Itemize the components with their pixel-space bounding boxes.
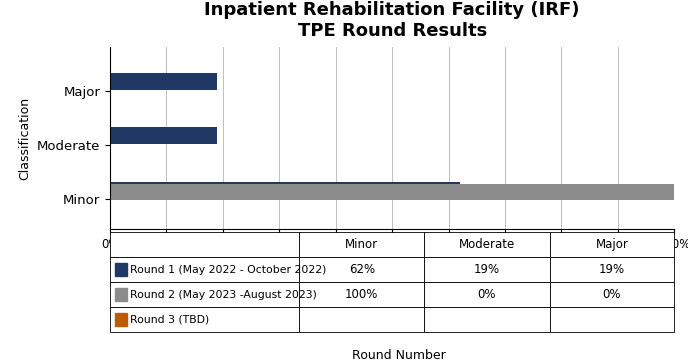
Bar bbox=[299, 232, 424, 257]
Bar bbox=[550, 257, 674, 282]
Text: Minor: Minor bbox=[345, 238, 378, 251]
Text: 0%: 0% bbox=[477, 288, 496, 301]
Bar bbox=[550, 282, 674, 307]
Bar bbox=[299, 257, 424, 282]
Bar bbox=[110, 257, 299, 282]
Text: 0%: 0% bbox=[603, 288, 621, 301]
Bar bbox=[550, 307, 674, 332]
Bar bbox=[299, 307, 424, 332]
Bar bbox=[110, 307, 299, 332]
Text: 19%: 19% bbox=[599, 263, 625, 276]
Bar bbox=[424, 232, 550, 257]
Text: Round 3 (TBD): Round 3 (TBD) bbox=[131, 314, 210, 324]
Bar bbox=[550, 232, 674, 257]
Bar bbox=[424, 307, 550, 332]
Text: Round 1 (May 2022 - October 2022): Round 1 (May 2022 - October 2022) bbox=[131, 265, 327, 274]
Bar bbox=[110, 232, 299, 257]
Text: Moderate: Moderate bbox=[459, 238, 515, 251]
Text: 100%: 100% bbox=[345, 288, 378, 301]
Bar bbox=[110, 127, 217, 144]
Title: Inpatient Rehabilitation Facility (IRF)
TPE Round Results: Inpatient Rehabilitation Facility (IRF) … bbox=[204, 1, 580, 40]
Text: 62%: 62% bbox=[349, 263, 375, 276]
Bar bbox=[110, 73, 217, 90]
Bar bbox=[115, 313, 127, 326]
Bar bbox=[115, 288, 127, 301]
Bar bbox=[110, 184, 674, 200]
Bar bbox=[424, 257, 550, 282]
Text: 19%: 19% bbox=[474, 263, 500, 276]
Y-axis label: Classification: Classification bbox=[19, 96, 32, 179]
Text: Major: Major bbox=[595, 238, 628, 251]
Bar bbox=[115, 263, 127, 276]
Bar bbox=[110, 282, 299, 307]
Bar bbox=[424, 282, 550, 307]
Text: Round 2 (May 2023 -August 2023): Round 2 (May 2023 -August 2023) bbox=[131, 289, 317, 300]
Text: Round Number: Round Number bbox=[352, 349, 446, 362]
Bar bbox=[299, 282, 424, 307]
Bar bbox=[110, 182, 460, 198]
